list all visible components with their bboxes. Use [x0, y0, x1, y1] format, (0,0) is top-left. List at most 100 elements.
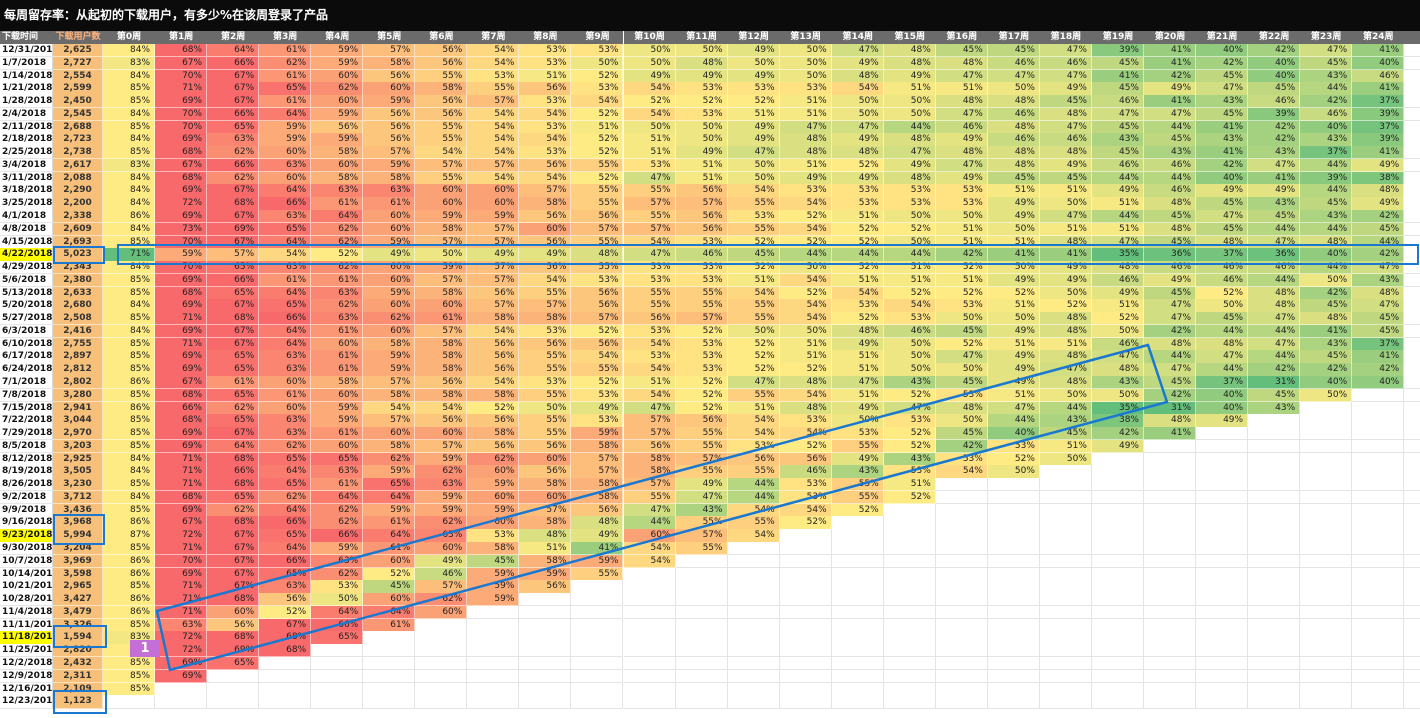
retention-cell: 49%	[987, 376, 1040, 390]
empty-cell	[987, 593, 1040, 607]
empty-cell	[1404, 516, 1420, 530]
empty-cell	[571, 695, 624, 709]
row-user-count: 2,820	[53, 644, 103, 658]
empty-cell	[1300, 580, 1353, 594]
empty-cell	[1039, 695, 1092, 709]
empty-cell	[1352, 503, 1405, 517]
empty-cell	[571, 605, 624, 620]
retention-cell: 71%	[155, 593, 208, 607]
empty-cell	[1091, 682, 1144, 696]
retention-cell: 55%	[727, 197, 780, 211]
retention-cell: 50%	[831, 107, 884, 122]
row-date-label: 9/30/2018	[0, 542, 53, 556]
retention-cell: 62%	[259, 56, 312, 71]
retention-cell: 67%	[207, 69, 260, 83]
retention-cell: 61%	[311, 324, 364, 339]
retention-cell: 71%	[103, 248, 156, 262]
empty-cell	[1404, 158, 1420, 173]
retention-cell: 40%	[1300, 376, 1353, 390]
empty-cell	[727, 580, 780, 594]
retention-cell: 86%	[103, 567, 156, 581]
retention-cell: 49%	[1248, 184, 1301, 198]
retention-cell: 52%	[779, 235, 832, 249]
retention-cell: 41%	[1300, 324, 1353, 339]
retention-cell: 47%	[1091, 350, 1144, 364]
retention-cell: 84%	[103, 69, 156, 83]
retention-cell: 57%	[623, 427, 676, 441]
retention-cell: 65%	[259, 299, 312, 313]
retention-cell: 63%	[415, 478, 468, 492]
row-date-label: 4/22/2018	[0, 248, 53, 262]
retention-cell: 53%	[883, 184, 936, 198]
retention-cell: 54%	[935, 465, 988, 479]
retention-cell: 60%	[363, 210, 416, 224]
retention-cell: 48%	[1144, 197, 1197, 211]
retention-cell: 66%	[259, 554, 312, 569]
retention-cell: 57%	[623, 197, 676, 211]
retention-cell: 63%	[311, 286, 364, 300]
retention-cell: 45%	[1352, 312, 1405, 326]
retention-cell: 51%	[987, 184, 1040, 198]
retention-cell: 45%	[1300, 197, 1353, 211]
retention-cell: 60%	[311, 388, 364, 403]
retention-cell: 55%	[571, 158, 624, 173]
empty-cell	[1039, 478, 1092, 492]
retention-cell: 83%	[103, 158, 156, 173]
retention-cell: 57%	[467, 299, 520, 313]
empty-cell	[1404, 695, 1420, 709]
retention-cell: 60%	[415, 427, 468, 441]
retention-cell: 43%	[1196, 133, 1249, 147]
retention-cell: 62%	[415, 516, 468, 530]
retention-cell: 65%	[207, 286, 260, 300]
empty-cell	[779, 593, 832, 607]
row-date-label: 9/16/2018	[0, 516, 53, 530]
retention-cell: 63%	[259, 261, 312, 275]
empty-cell	[1039, 644, 1092, 658]
row-date-label: 1/7/2018	[0, 56, 53, 71]
retention-cell: 49%	[831, 452, 884, 466]
retention-cell: 45%	[935, 376, 988, 390]
retention-cell: 57%	[467, 158, 520, 173]
retention-cell: 65%	[207, 350, 260, 364]
empty-cell	[1039, 593, 1092, 607]
retention-cell: 52%	[883, 427, 936, 441]
empty-cell	[1248, 695, 1301, 709]
retention-cell: 63%	[311, 184, 364, 198]
empty-cell	[1039, 503, 1092, 517]
retention-cell: 53%	[675, 235, 728, 249]
retention-cell: 52%	[571, 376, 624, 390]
retention-cell: 85%	[103, 273, 156, 288]
retention-cell: 60%	[311, 158, 364, 173]
retention-cell: 59%	[415, 503, 468, 517]
retention-cell: 53%	[779, 82, 832, 96]
empty-cell	[1248, 503, 1301, 517]
retention-cell: 61%	[207, 376, 260, 390]
retention-cell: 52%	[623, 95, 676, 109]
row-date-label: 9/9/2018	[0, 503, 53, 517]
retention-cell: 57%	[467, 261, 520, 275]
retention-cell: 54%	[727, 503, 780, 517]
retention-cell: 60%	[363, 299, 416, 313]
retention-cell: 60%	[363, 222, 416, 237]
retention-cell: 62%	[415, 593, 468, 607]
retention-cell: 51%	[779, 95, 832, 109]
retention-cell: 57%	[467, 222, 520, 237]
empty-cell	[155, 695, 208, 709]
retention-cell: 45%	[1039, 95, 1092, 109]
row-user-count: 2,380	[53, 273, 103, 288]
retention-cell: 50%	[935, 414, 988, 428]
retention-cell: 45%	[1144, 235, 1197, 249]
retention-cell: 46%	[1248, 261, 1301, 275]
column-header: 第8周	[519, 31, 572, 44]
retention-cell: 62%	[311, 567, 364, 581]
retention-cell: 62%	[311, 222, 364, 237]
retention-cell: 42%	[1352, 210, 1405, 224]
empty-cell	[1144, 478, 1197, 492]
empty-cell	[779, 542, 832, 556]
retention-cell: 62%	[311, 82, 364, 96]
retention-cell: 45%	[1091, 120, 1144, 134]
retention-cell: 50%	[1300, 273, 1353, 288]
retention-cell: 60%	[415, 299, 468, 313]
retention-cell: 55%	[675, 299, 728, 313]
retention-cell: 44%	[1300, 222, 1353, 237]
